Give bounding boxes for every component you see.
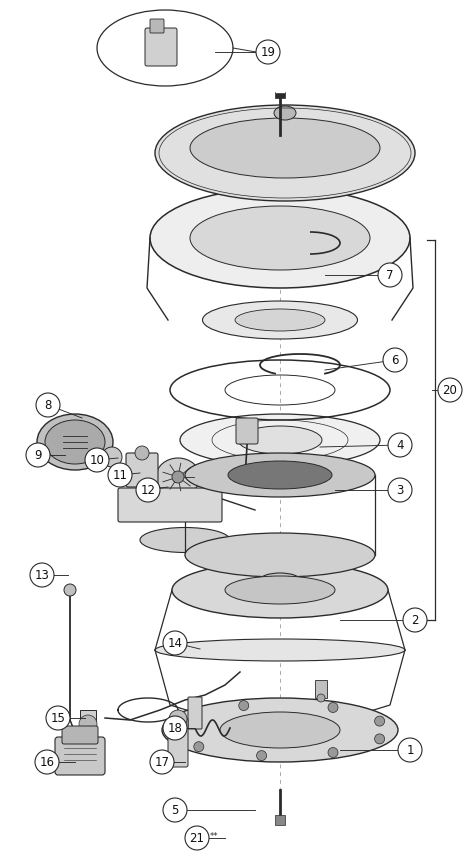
Text: 14: 14: [167, 637, 182, 650]
Circle shape: [256, 40, 280, 64]
Circle shape: [194, 741, 204, 752]
Ellipse shape: [225, 576, 335, 604]
Circle shape: [163, 798, 187, 822]
Text: 1: 1: [406, 744, 414, 757]
Ellipse shape: [190, 206, 370, 270]
Circle shape: [35, 750, 59, 774]
Text: 19: 19: [261, 46, 275, 59]
Ellipse shape: [185, 453, 375, 497]
Text: 12: 12: [140, 483, 155, 496]
Circle shape: [388, 478, 412, 502]
Circle shape: [374, 734, 384, 744]
Circle shape: [175, 716, 185, 726]
FancyBboxPatch shape: [62, 726, 98, 744]
Ellipse shape: [155, 639, 405, 661]
Circle shape: [169, 710, 187, 728]
Ellipse shape: [155, 105, 415, 201]
Ellipse shape: [190, 118, 380, 178]
Circle shape: [26, 443, 50, 467]
Circle shape: [438, 378, 462, 402]
Ellipse shape: [220, 712, 340, 748]
Text: 8: 8: [44, 399, 52, 412]
Ellipse shape: [228, 461, 332, 489]
Text: 20: 20: [443, 383, 457, 396]
FancyBboxPatch shape: [150, 19, 164, 33]
Bar: [112, 467, 117, 479]
Ellipse shape: [238, 426, 322, 454]
Circle shape: [403, 608, 427, 632]
Text: 3: 3: [396, 483, 404, 496]
Ellipse shape: [185, 533, 375, 577]
Circle shape: [150, 750, 174, 774]
Circle shape: [79, 715, 97, 733]
Circle shape: [328, 702, 338, 713]
Bar: [275, 92, 285, 98]
Circle shape: [378, 263, 402, 287]
FancyBboxPatch shape: [126, 453, 158, 487]
Circle shape: [36, 393, 60, 417]
Ellipse shape: [202, 301, 357, 339]
Circle shape: [64, 584, 76, 596]
Text: 2: 2: [411, 614, 419, 627]
Circle shape: [388, 433, 412, 457]
Circle shape: [374, 716, 384, 726]
Circle shape: [328, 747, 338, 758]
Circle shape: [256, 751, 266, 760]
Circle shape: [30, 563, 54, 587]
Text: 16: 16: [39, 755, 55, 768]
Circle shape: [102, 447, 122, 467]
Text: 5: 5: [171, 803, 179, 816]
Text: 18: 18: [168, 721, 182, 734]
Ellipse shape: [162, 698, 398, 762]
FancyBboxPatch shape: [236, 418, 258, 444]
Text: 17: 17: [155, 755, 170, 768]
Text: 9: 9: [34, 449, 42, 462]
FancyBboxPatch shape: [145, 28, 177, 66]
Text: 11: 11: [112, 469, 128, 482]
Ellipse shape: [235, 309, 325, 331]
Circle shape: [185, 826, 209, 850]
Circle shape: [136, 478, 160, 502]
Text: **: **: [210, 832, 219, 841]
Ellipse shape: [274, 106, 296, 120]
Ellipse shape: [37, 414, 113, 470]
Bar: [275, 815, 285, 825]
Text: 15: 15: [51, 711, 65, 725]
Ellipse shape: [260, 573, 300, 587]
Ellipse shape: [150, 188, 410, 288]
Ellipse shape: [97, 10, 233, 86]
Circle shape: [317, 694, 325, 702]
Circle shape: [108, 463, 132, 487]
Circle shape: [85, 448, 109, 472]
Circle shape: [163, 631, 187, 655]
Text: 4: 4: [396, 438, 404, 451]
FancyBboxPatch shape: [188, 697, 202, 729]
Circle shape: [383, 348, 407, 372]
Circle shape: [135, 446, 149, 460]
Circle shape: [163, 716, 187, 740]
Text: 21: 21: [190, 831, 204, 845]
Ellipse shape: [156, 458, 200, 496]
FancyBboxPatch shape: [55, 737, 105, 775]
Bar: [80, 710, 96, 740]
Circle shape: [46, 706, 70, 730]
Ellipse shape: [180, 414, 380, 466]
Circle shape: [398, 738, 422, 762]
Bar: [315, 680, 327, 698]
Text: 13: 13: [35, 569, 49, 582]
Text: 7: 7: [386, 268, 394, 281]
Ellipse shape: [45, 420, 105, 464]
FancyBboxPatch shape: [118, 488, 222, 522]
Ellipse shape: [235, 714, 325, 736]
Ellipse shape: [172, 562, 388, 618]
Text: 10: 10: [90, 453, 104, 467]
Circle shape: [239, 701, 249, 710]
Ellipse shape: [140, 527, 230, 552]
FancyBboxPatch shape: [168, 718, 188, 767]
Circle shape: [172, 471, 184, 483]
Text: 6: 6: [391, 354, 399, 367]
